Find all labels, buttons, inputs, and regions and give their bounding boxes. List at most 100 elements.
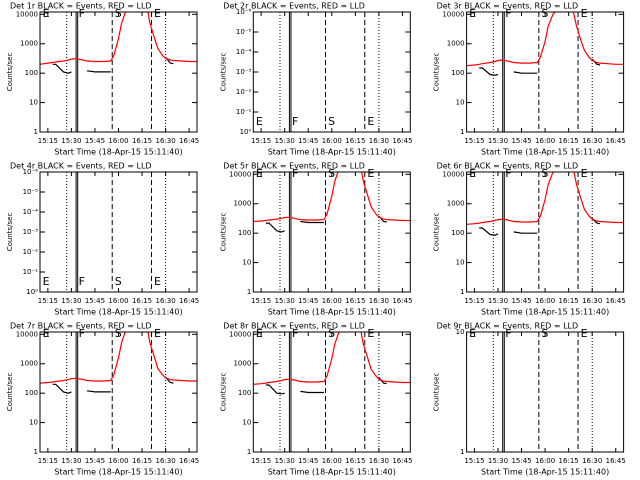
series-line (466, 12, 624, 67)
y-tick-label: 10⁻⁵ (23, 188, 39, 196)
x-tick-label: 15:15 (464, 457, 484, 465)
x-tick-label: 15:30 (275, 457, 295, 465)
y-tick-label: 10⁰ (26, 288, 38, 296)
plot-frame (39, 171, 198, 293)
event-label: F (79, 275, 85, 288)
plot-frame (252, 171, 411, 293)
panel: Det 8r BLACK = Events, RED = LLD Start Ti… (219, 322, 412, 477)
panel: Det 4r BLACK = Events, RED = LLD Start Ti… (6, 162, 199, 317)
x-tick-label: 16:00 (535, 137, 555, 145)
y-tick-label: 10⁻⁶ (23, 168, 39, 176)
panel: Det 1r BLACK = Events, RED = LLD Start Ti… (6, 2, 199, 157)
y-tick-label: 10 (29, 419, 38, 427)
y-tick-label: 10⁻⁶ (236, 8, 252, 16)
x-tick-label: 15:15 (251, 457, 271, 465)
plot-area (279, 12, 380, 132)
x-tick-label: 15:45 (298, 457, 318, 465)
y-axis-label: Counts/sec (219, 53, 227, 92)
x-tick-label: 15:30 (488, 457, 508, 465)
event-label: F (292, 167, 298, 180)
x-tick-label: 15:30 (61, 457, 81, 465)
x-tick-label: 16:15 (559, 297, 579, 305)
series-line (40, 12, 197, 65)
x-tick-label: 16:00 (108, 457, 128, 465)
y-axis-label: Counts/sec (433, 373, 441, 412)
x-axis-label: Start Time (18-Apr-15 15:11:40) (481, 148, 609, 157)
y-tick-label: 10⁻³ (236, 68, 252, 76)
y-tick-label: 10 (29, 99, 38, 107)
y-axis-label: Counts/sec (6, 373, 14, 412)
x-tick-label: 16:30 (582, 137, 602, 145)
series-line (253, 332, 411, 385)
x-tick-label: 15:15 (38, 297, 58, 305)
y-tick-label: 10000 (229, 330, 251, 338)
y-tick-label: 10⁻² (23, 248, 39, 256)
x-tick-label: 16:15 (559, 457, 579, 465)
x-tick-label: 16:45 (179, 297, 199, 305)
panel-title: Det 4r BLACK = Events, RED = LLD (10, 162, 152, 171)
plot-frame (39, 11, 198, 133)
event-label: F (505, 167, 511, 180)
x-tick-label: 16:45 (179, 457, 199, 465)
x-tick-label: 16:30 (369, 297, 389, 305)
event-label: F (292, 115, 298, 128)
plot-area (66, 172, 167, 292)
event-label: E (367, 115, 374, 128)
y-tick-label: 100 (238, 229, 251, 237)
x-tick-label: 15:15 (38, 457, 58, 465)
x-tick-label: 16:45 (179, 137, 199, 145)
panel-title: Det 8r BLACK = Events, RED = LLD (223, 322, 365, 331)
x-tick-label: 16:45 (392, 137, 412, 145)
series-line (466, 172, 624, 225)
plot-area (492, 332, 593, 452)
y-tick-label: 10 (242, 259, 251, 267)
y-tick-label: 1000 (233, 360, 251, 368)
y-tick-label: 10 (456, 328, 465, 336)
y-tick-label: 1 (34, 128, 38, 136)
event-label: F (505, 7, 511, 20)
event-label: E (367, 327, 374, 340)
plot-area (253, 332, 411, 452)
x-tick-label: 15:45 (85, 457, 105, 465)
x-tick-label: 15:30 (61, 297, 81, 305)
y-axis-label: Counts/sec (219, 213, 227, 252)
x-tick-label: 16:45 (606, 457, 626, 465)
y-tick-label: 10⁻¹ (236, 108, 252, 116)
x-tick-label: 16:00 (322, 297, 342, 305)
y-axis-label: Counts/sec (433, 213, 441, 252)
y-tick-label: 10⁰ (240, 128, 252, 136)
y-tick-label: 100 (451, 229, 464, 237)
x-tick-label: 16:00 (322, 457, 342, 465)
x-tick-label: 16:45 (392, 297, 412, 305)
x-tick-label: 16:30 (156, 137, 176, 145)
x-tick-label: 16:15 (345, 137, 365, 145)
event-label: S (328, 115, 335, 128)
event-label: S (541, 327, 548, 340)
event-label: S (541, 7, 548, 20)
event-label: S (328, 327, 335, 340)
y-tick-label: 1 (34, 448, 38, 456)
event-label: F (505, 327, 511, 340)
y-tick-label: 10 (456, 259, 465, 267)
x-axis-label: Start Time (18-Apr-15 15:11:40) (268, 468, 396, 477)
x-tick-label: 16:45 (606, 297, 626, 305)
series-line (40, 332, 197, 384)
y-tick-label: 1000 (447, 200, 465, 208)
y-tick-label: 10⁻⁵ (236, 28, 252, 36)
event-label: E (43, 275, 50, 288)
event-label: E (581, 7, 588, 20)
event-label: E (581, 167, 588, 180)
y-tick-label: 10⁻⁴ (23, 208, 39, 216)
panel: Det 7r BLACK = Events, RED = LLD Start Ti… (6, 322, 199, 477)
y-tick-label: 1000 (233, 200, 251, 208)
y-tick-label: 10000 (16, 10, 38, 18)
x-tick-label: 16:00 (535, 297, 555, 305)
x-tick-label: 15:45 (511, 457, 531, 465)
y-tick-label: 1 (247, 288, 251, 296)
x-axis-label: Start Time (18-Apr-15 15:11:40) (54, 468, 182, 477)
y-axis-label: Counts/sec (219, 373, 227, 412)
plot-area (40, 332, 197, 452)
x-tick-label: 15:45 (511, 297, 531, 305)
panel-title: Det 6r BLACK = Events, RED = LLD (437, 162, 579, 171)
